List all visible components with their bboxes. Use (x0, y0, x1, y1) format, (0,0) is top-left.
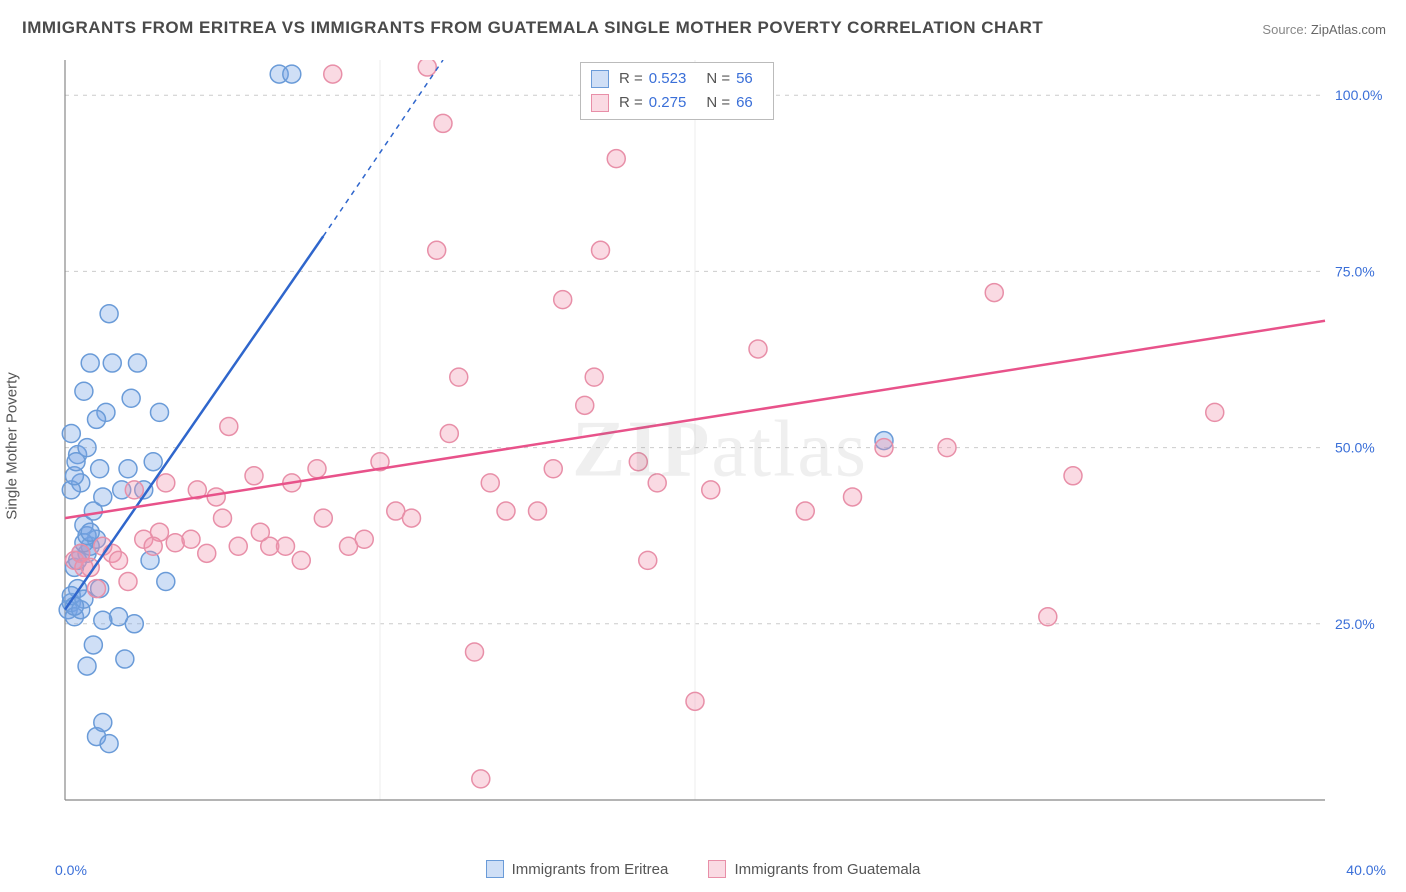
svg-text:50.0%: 50.0% (1335, 440, 1375, 456)
source-attribution: Source: ZipAtlas.com (1262, 22, 1386, 37)
stat-val-N-0: 56 (736, 67, 753, 91)
scatter-chart-svg: 25.0% 50.0% 75.0% 100.0% (55, 60, 1385, 840)
legend-item-guatemala: Immigrants from Guatemala (708, 860, 920, 878)
stat-key-R: R = (619, 67, 643, 91)
stat-key-N: N = (706, 67, 730, 91)
svg-text:25.0%: 25.0% (1335, 616, 1375, 632)
swatch-icon (591, 94, 609, 112)
legend-row-eritrea: R = 0.523 N = 56 (591, 67, 763, 91)
x-tick-max: 40.0% (1346, 862, 1386, 878)
legend-label: Immigrants from Eritrea (512, 861, 669, 878)
stat-val-N-1: 66 (736, 91, 753, 115)
svg-text:100.0%: 100.0% (1335, 87, 1382, 103)
y-axis-label: Single Mother Poverty (4, 372, 21, 520)
swatch-icon (486, 860, 504, 878)
chart-title: IMMIGRANTS FROM ERITREA VS IMMIGRANTS FR… (22, 18, 1043, 38)
stat-val-R-1: 0.275 (649, 91, 687, 115)
plot-area: 25.0%50.0%75.0%100.0% ZIPatlas (55, 60, 1385, 840)
swatch-icon (591, 70, 609, 88)
x-axis-legend: Immigrants from Eritrea Immigrants from … (0, 860, 1406, 882)
stat-val-R-0: 0.523 (649, 67, 687, 91)
stat-key-R: R = (619, 91, 643, 115)
x-tick-min: 0.0% (55, 862, 87, 878)
legend-row-guatemala: R = 0.275 N = 66 (591, 91, 763, 115)
legend-item-eritrea: Immigrants from Eritrea (486, 860, 669, 878)
swatch-icon (708, 860, 726, 878)
legend-label: Immigrants from Guatemala (734, 861, 920, 878)
stat-key-N: N = (706, 91, 730, 115)
source-label: Source: (1262, 22, 1307, 37)
correlation-legend: R = 0.523 N = 56 R = 0.275 N = 66 (580, 62, 774, 120)
source-value: ZipAtlas.com (1311, 22, 1386, 37)
svg-text:75.0%: 75.0% (1335, 263, 1375, 279)
